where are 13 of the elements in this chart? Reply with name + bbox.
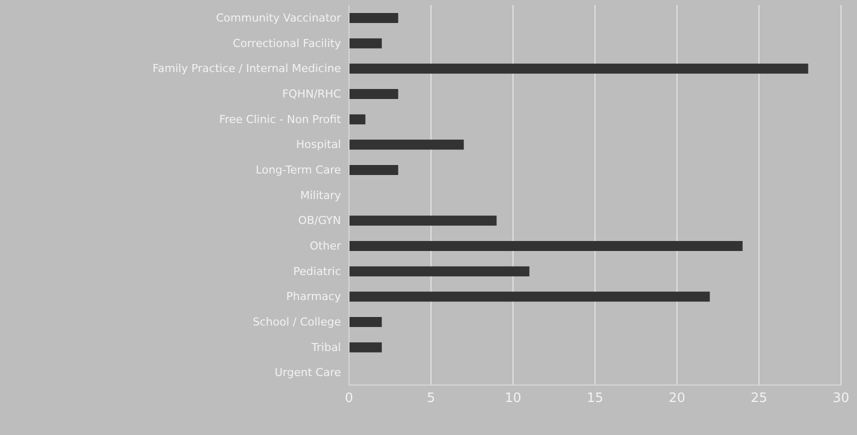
bar	[349, 165, 398, 175]
bar	[349, 266, 530, 276]
bar	[349, 140, 464, 150]
bar	[349, 317, 382, 327]
bar	[349, 342, 382, 352]
bar	[349, 38, 382, 48]
bar	[349, 216, 497, 226]
bar	[349, 114, 366, 124]
bar	[349, 13, 398, 23]
bar	[349, 241, 743, 251]
bar	[349, 89, 398, 99]
bar	[349, 64, 808, 74]
bar	[349, 292, 710, 302]
